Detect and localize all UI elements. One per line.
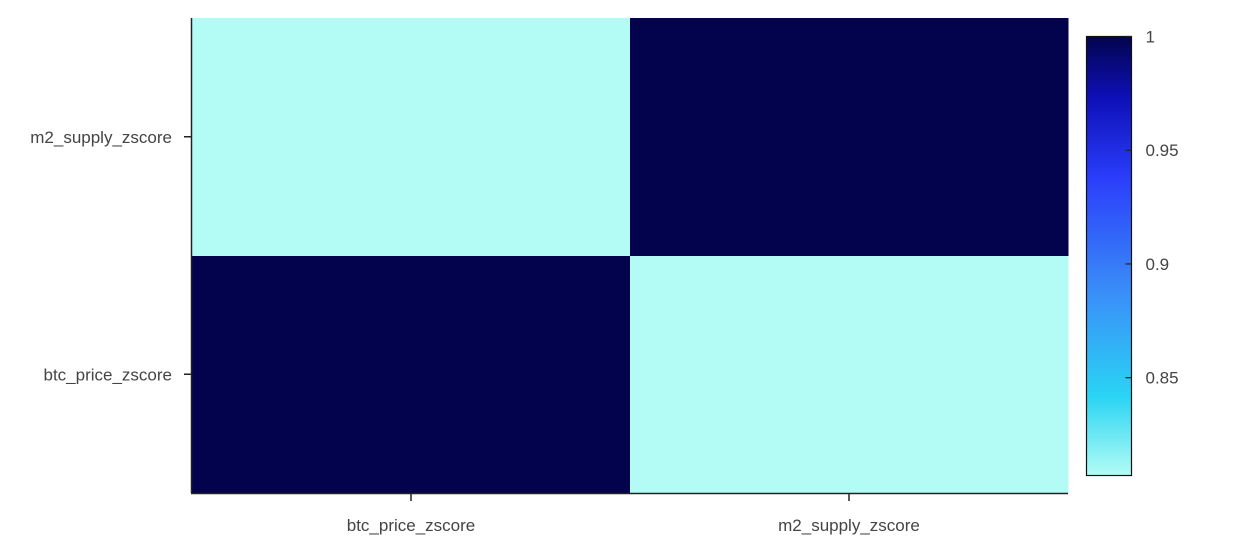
- heatmap-cell: [192, 18, 631, 256]
- x-axis-ticks: btc_price_zscore m2_supply_zscore: [347, 493, 920, 535]
- colorbar-tick-label: 0.9: [1146, 255, 1170, 274]
- heatmap-cell: [630, 255, 1069, 494]
- y-tick-label: m2_supply_zscore: [30, 128, 172, 147]
- colorbar: 1 0.95 0.9 0.85: [1085, 28, 1179, 477]
- colorbar-tick-label: 0.95: [1146, 141, 1179, 160]
- colorbar-tick-label: 1: [1146, 28, 1155, 47]
- x-tick-label: m2_supply_zscore: [778, 516, 920, 535]
- heatmap-cell: [630, 18, 1069, 256]
- heatmap-cell: [192, 255, 631, 494]
- colorbar-ticks: 1 0.95 0.9 0.85: [1125, 28, 1179, 388]
- colorbar-gradient: [1085, 35, 1133, 477]
- heatmap-cells: [192, 18, 1069, 494]
- colorbar-tick-label: 0.85: [1146, 369, 1179, 388]
- y-tick-label: btc_price_zscore: [43, 365, 172, 384]
- axes: [190, 18, 1068, 495]
- y-axis-ticks: btc_price_zscore m2_supply_zscore: [30, 128, 192, 384]
- x-tick-label: btc_price_zscore: [347, 516, 476, 535]
